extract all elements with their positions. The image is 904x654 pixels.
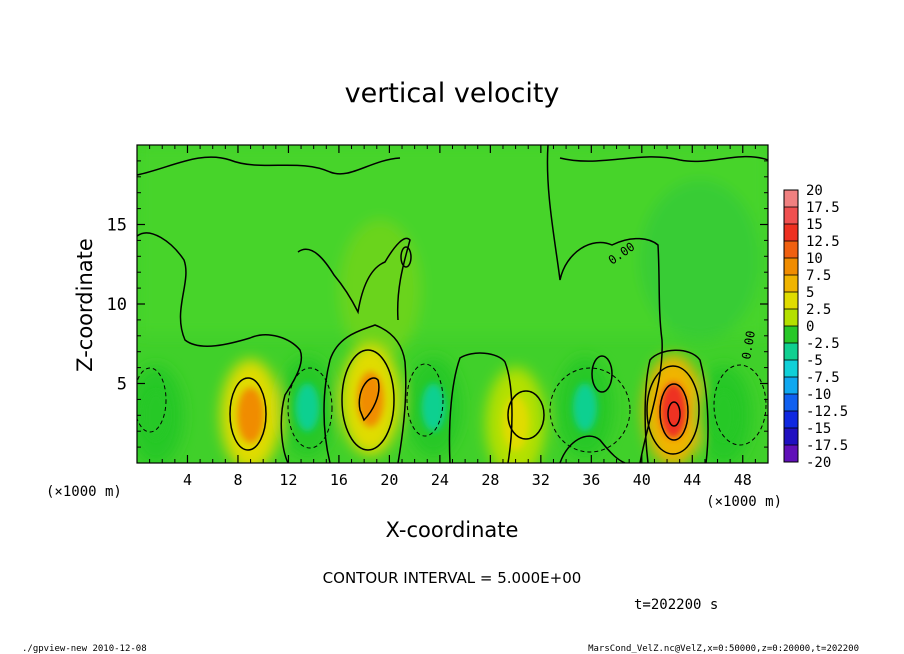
colorbar-label: 12.5	[806, 234, 840, 250]
colorbar-swatch	[784, 360, 798, 378]
field-blob-core-5	[421, 383, 446, 432]
contour-plus5-c	[507, 390, 545, 440]
contour-zero-plume	[297, 237, 411, 321]
colorbar-label: -10	[806, 387, 831, 403]
colorbar-swatch	[784, 377, 798, 395]
contour-zero-top	[137, 156, 401, 176]
contour-zero-tower	[546, 145, 663, 463]
colorbar-label: 7.5	[806, 268, 831, 284]
colorbar-swatch	[784, 224, 798, 242]
contour-minus5-a	[287, 367, 333, 449]
plot-area: 0.00 0.00	[137, 145, 768, 463]
colorbar-label: -17.5	[806, 438, 848, 454]
x-tick-label: 20	[380, 471, 398, 489]
contour-label-b: 0.00	[739, 330, 758, 361]
contour-minus5-d	[713, 364, 767, 446]
x-tick-label: 24	[431, 471, 449, 489]
colorbar-swatch	[784, 275, 798, 293]
colorbar-swatch	[784, 190, 798, 208]
colorbar-swatch	[784, 292, 798, 310]
contour-zero-mid	[448, 352, 513, 463]
x-tick-label: 32	[532, 471, 550, 489]
colorbar-label: -12.5	[806, 404, 848, 420]
contour-plus10-d	[659, 383, 689, 441]
colorbar-label: -2.5	[806, 336, 840, 352]
colorbar-swatch	[784, 258, 798, 276]
colorbar-swatch	[784, 241, 798, 259]
colorbar-swatch	[784, 428, 798, 446]
contour-zero-left	[137, 232, 303, 463]
contour-negative	[137, 363, 767, 453]
field-blob-core-3	[660, 382, 687, 439]
colorbar-swatch	[784, 394, 798, 412]
colorbar-label: -7.5	[806, 370, 840, 386]
contour-zero-topright	[559, 155, 768, 163]
x-tick-label: 48	[734, 471, 752, 489]
contour-plus10-b	[358, 377, 380, 422]
field-blob-core-4	[295, 383, 320, 432]
contour-zero-small2	[400, 246, 412, 268]
upper-field	[137, 145, 768, 360]
field-blob-core-2	[502, 395, 529, 451]
y-axis-label: Z-coordinate	[73, 238, 97, 372]
colorbar-label: -15	[806, 421, 831, 437]
x-tick-label: 4	[183, 471, 192, 489]
contour-zero-right	[644, 349, 709, 463]
contour-plus5-a	[229, 377, 267, 451]
colorbar-swatch	[784, 309, 798, 327]
colorbar-label: -20	[806, 455, 831, 471]
field-blob-core-1	[357, 371, 384, 427]
x-tick-label: 8	[233, 471, 242, 489]
x-tick-label: 44	[683, 471, 701, 489]
field-blob-core-0	[237, 387, 264, 443]
x-tick-label: 40	[633, 471, 651, 489]
footer-right: MarsCond_VelZ.nc@VelZ,x=0:50000,z=0:2000…	[588, 644, 859, 654]
y-tick-label: 5	[117, 375, 127, 395]
colorbar-label: 10	[806, 251, 823, 267]
contour-minus5-b	[406, 363, 444, 437]
chart-title: vertical velocity	[345, 78, 560, 109]
colorbar-label: 17.5	[806, 200, 840, 216]
colorbar-label: 2.5	[806, 302, 831, 318]
colorbar-label: -5	[806, 353, 823, 369]
colorbar-label: 0	[806, 319, 814, 335]
colorbar-swatch	[784, 411, 798, 429]
contour-minus5-e	[137, 367, 167, 433]
contour-plus5-d	[646, 365, 700, 455]
x-tick-label: 12	[279, 471, 297, 489]
colorbar-swatch	[784, 326, 798, 344]
x-unit-label: (×1000 m)	[706, 494, 782, 510]
x-tick-label: 36	[582, 471, 600, 489]
y-tick-label: 15	[107, 216, 127, 236]
x-axis-label: X-coordinate	[386, 518, 519, 542]
field-blob-core-8	[143, 391, 168, 440]
contour-zero-center	[323, 324, 407, 463]
contour-lines	[137, 145, 768, 463]
field-blob-core-7	[711, 391, 736, 440]
contour-plus15-d	[667, 401, 681, 427]
z-unit-label: (×1000 m)	[46, 484, 122, 500]
value-field	[137, 343, 752, 463]
field-blob-core-6	[573, 383, 598, 432]
x-tick-label: 16	[330, 471, 348, 489]
contour-minus5-c	[549, 367, 631, 453]
contour-zero-small	[591, 355, 613, 393]
colorbar-label: 15	[806, 217, 823, 233]
colorbar-swatch	[784, 343, 798, 361]
colorbar: 2017.51512.5107.552.50-2.5-5-7.5-10-12.5…	[783, 183, 848, 471]
y-tick-label: 10	[107, 295, 127, 315]
x-tick-label: 28	[481, 471, 499, 489]
colorbar-swatch	[784, 207, 798, 225]
colorbar-label: 5	[806, 285, 814, 301]
colorbar-swatch	[784, 445, 798, 463]
time-label: t=202200 s	[634, 597, 718, 613]
contour-interval: CONTOUR INTERVAL = 5.000E+00	[323, 569, 582, 587]
contour-plus5-b	[341, 349, 395, 451]
footer-left: ./gpview-new 2010-12-08	[22, 644, 147, 654]
colorbar-label: 20	[806, 183, 823, 199]
